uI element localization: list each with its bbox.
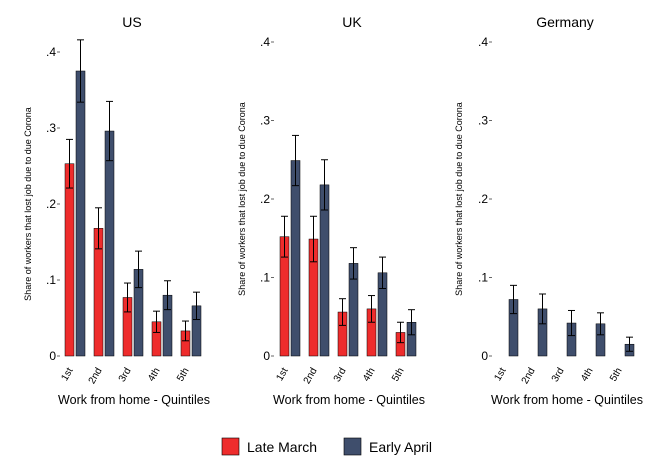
panels: US .4 .3 .2 .1 0 Share of workers that lost jo… xyxy=(23,14,643,407)
bar-early-april-1st xyxy=(290,160,301,357)
legend: Late March Early April xyxy=(221,437,432,456)
y-tick-label: .2 xyxy=(260,192,270,206)
y-tick-label: .3 xyxy=(260,114,270,128)
legend-label-late-march: Late March xyxy=(247,439,317,455)
legend-swatch-early-april xyxy=(343,437,362,456)
x-axis-label: Work from home - Quintiles xyxy=(273,393,425,407)
x-tick-label: 5th xyxy=(175,366,191,384)
y-tick-label: .3 xyxy=(478,114,488,128)
x-axis-label: Work from home - Quintiles xyxy=(58,393,210,407)
panel-title: Germany xyxy=(536,14,594,30)
panel-uk: UK .4 .3 .2 .1 0 Share of workers that lost jo… xyxy=(237,14,425,407)
x-tick-label: 4th xyxy=(361,366,377,384)
y-axis-label: Share of workers that lost job due to du… xyxy=(454,102,464,296)
y-axis-label: Share of workers that lost job due to du… xyxy=(23,107,33,301)
y-tick-label: .4 xyxy=(260,35,270,49)
legend-label-early-april: Early April xyxy=(369,439,432,455)
y-tick-label: .4 xyxy=(478,35,488,49)
x-tick-label: 2nd xyxy=(87,366,105,386)
x-tick-label: 1st xyxy=(492,366,508,383)
x-tick-label: 4th xyxy=(146,366,162,384)
y-axis-label: Share of workers that lost job due to du… xyxy=(237,102,247,296)
x-tick-label: 1st xyxy=(59,366,75,383)
y-tick-label: .1 xyxy=(478,271,488,285)
bar-early-april-1st xyxy=(75,70,86,357)
x-tick-label: 5th xyxy=(608,366,624,384)
panel-title: UK xyxy=(342,14,362,30)
legend-swatch-late-march xyxy=(221,437,240,456)
x-axis-label: Work from home - Quintiles xyxy=(491,393,643,407)
x-tick-label: 5th xyxy=(390,366,406,384)
x-tick-label: 1st xyxy=(274,366,290,383)
y-tick-label: .1 xyxy=(260,271,270,285)
x-tick-label: 3rd xyxy=(332,366,349,384)
panel-germany: Germany .4 .3 .2 .1 0 Share of workers that lo… xyxy=(454,14,643,407)
x-tick-label: 3rd xyxy=(550,366,567,384)
y-tick-label: 0 xyxy=(263,349,270,363)
y-tick-label: .1 xyxy=(46,273,56,287)
bar-late-march-1st xyxy=(64,163,75,357)
x-tick-label: 3rd xyxy=(117,366,134,384)
x-tick-label: 2nd xyxy=(302,366,320,386)
x-tick-label: 4th xyxy=(579,366,595,384)
y-tick-label: .4 xyxy=(46,45,56,59)
x-tick-label: 2nd xyxy=(520,366,538,386)
panel-title: US xyxy=(122,14,141,30)
bar-early-april-2nd xyxy=(319,184,330,357)
panel-us: US .4 .3 .2 .1 0 Share of workers that lost jo… xyxy=(23,14,210,407)
y-tick-label: 0 xyxy=(49,349,56,363)
y-tick-label: .2 xyxy=(478,192,488,206)
y-tick-label: .2 xyxy=(46,197,56,211)
y-tick-label: .3 xyxy=(46,121,56,135)
y-tick-label: 0 xyxy=(481,349,488,363)
bar-early-april-2nd xyxy=(104,130,115,357)
